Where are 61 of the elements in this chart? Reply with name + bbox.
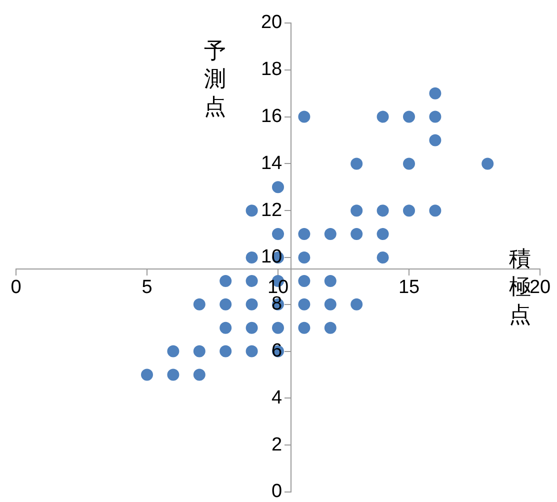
x-tick-label: 15 bbox=[398, 276, 420, 298]
point bbox=[376, 252, 389, 264]
y-tick-label: 8 bbox=[272, 294, 282, 315]
y-tick-label: 16 bbox=[260, 106, 282, 128]
point bbox=[298, 252, 310, 264]
point bbox=[429, 110, 442, 123]
point bbox=[246, 298, 258, 310]
point bbox=[141, 368, 153, 381]
point bbox=[193, 298, 206, 310]
point bbox=[403, 204, 415, 217]
point bbox=[246, 252, 258, 264]
point bbox=[324, 274, 336, 287]
y-tick-label: 6 bbox=[272, 340, 282, 362]
point bbox=[324, 228, 336, 240]
point bbox=[350, 204, 363, 217]
point bbox=[220, 322, 232, 334]
y-tick-label: 14 bbox=[260, 152, 283, 174]
point bbox=[376, 204, 389, 217]
point bbox=[246, 322, 258, 334]
point bbox=[167, 368, 180, 381]
point bbox=[246, 345, 258, 358]
point bbox=[246, 204, 258, 217]
point bbox=[220, 345, 232, 358]
y-tick-label: 0 bbox=[272, 481, 282, 502]
point bbox=[350, 158, 363, 170]
x-tick-label: 20 bbox=[529, 276, 551, 298]
point bbox=[193, 345, 206, 358]
point bbox=[376, 110, 389, 123]
y-tick-label: 18 bbox=[260, 59, 282, 80]
y-tick-label: 12 bbox=[260, 200, 282, 221]
x-axis-title: 積極点 bbox=[508, 246, 531, 330]
point bbox=[376, 228, 389, 240]
point bbox=[298, 228, 310, 240]
point bbox=[429, 134, 442, 146]
y-tick-label: 4 bbox=[272, 387, 283, 408]
point bbox=[272, 322, 284, 334]
point bbox=[324, 322, 336, 334]
point bbox=[167, 345, 180, 358]
point bbox=[246, 274, 258, 287]
point bbox=[350, 228, 363, 240]
point bbox=[272, 228, 284, 240]
point bbox=[350, 298, 363, 310]
y-tick-label: 20 bbox=[260, 12, 282, 34]
y-axis-title: 予測点 bbox=[203, 38, 227, 122]
point bbox=[298, 298, 310, 310]
point bbox=[482, 158, 494, 170]
point bbox=[429, 204, 442, 217]
point bbox=[403, 158, 415, 170]
point bbox=[298, 322, 310, 334]
point bbox=[220, 298, 232, 310]
x-tick-label: 0 bbox=[10, 276, 22, 298]
point bbox=[324, 298, 336, 310]
point bbox=[193, 368, 206, 381]
y-tick-label: 2 bbox=[272, 434, 282, 456]
point bbox=[403, 110, 415, 123]
x-tick-label: 5 bbox=[142, 276, 152, 298]
point bbox=[298, 274, 310, 287]
point bbox=[298, 110, 310, 123]
point bbox=[272, 181, 284, 194]
point bbox=[429, 87, 442, 100]
point bbox=[220, 274, 232, 287]
